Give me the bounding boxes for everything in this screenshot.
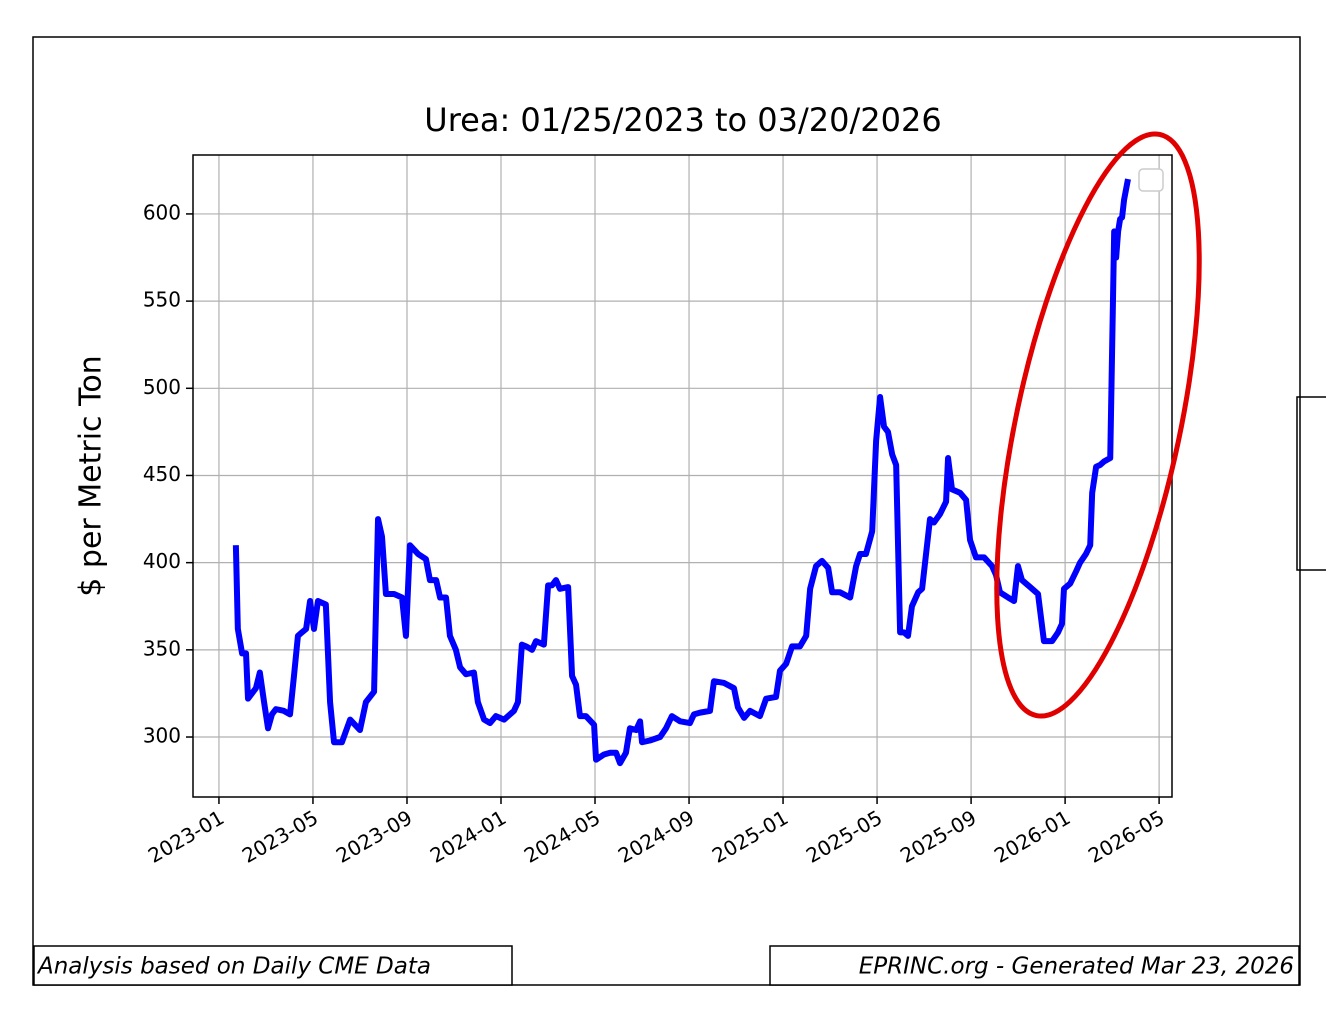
y-tick-label: 550 bbox=[143, 288, 181, 312]
y-tick-label: 300 bbox=[143, 724, 181, 748]
x-tick-label: 2024-09 bbox=[614, 805, 698, 868]
frame bbox=[32, 36, 1301, 986]
footer-box bbox=[33, 945, 513, 986]
legend bbox=[1138, 168, 1164, 192]
y-tick-label: 350 bbox=[143, 636, 181, 660]
x-tick-label: 2024-05 bbox=[520, 805, 604, 868]
x-tick-label: 2023-01 bbox=[144, 805, 228, 868]
y-axis-label: $ per Metric Ton bbox=[74, 355, 109, 596]
y-tick-label: 500 bbox=[143, 375, 181, 399]
x-tick-label: 2025-05 bbox=[802, 805, 886, 868]
footer-box bbox=[769, 945, 1300, 986]
plot-area: 300 350 400 450 500 550 600 2023-01 2023-05 2023-… bbox=[143, 155, 1172, 868]
data-line bbox=[232, 178, 1131, 767]
x-tick-label: 2026-05 bbox=[1084, 805, 1168, 868]
x-tick-label: 2024-01 bbox=[426, 805, 510, 868]
highlight-ellipse bbox=[994, 131, 1202, 719]
x-tick-label: 2025-01 bbox=[708, 805, 792, 868]
x-tick-label: 2023-05 bbox=[238, 805, 322, 868]
side-box bbox=[1296, 396, 1326, 571]
y-tick-label: 400 bbox=[143, 549, 181, 573]
y-tick-label: 600 bbox=[143, 200, 181, 224]
x-tick-label: 2023-09 bbox=[332, 805, 416, 868]
x-tick-label: 2025-09 bbox=[896, 805, 980, 868]
footer-left: Analysis based on Daily CME Data bbox=[36, 954, 431, 980]
chart-title: Urea: 01/25/2023 to 03/20/2026 bbox=[424, 101, 941, 139]
x-tick-label: 2026-01 bbox=[990, 805, 1074, 868]
footer-right: EPRINC.org - Generated Mar 23, 2026 bbox=[859, 954, 1294, 980]
y-tick-label: 450 bbox=[143, 462, 181, 486]
